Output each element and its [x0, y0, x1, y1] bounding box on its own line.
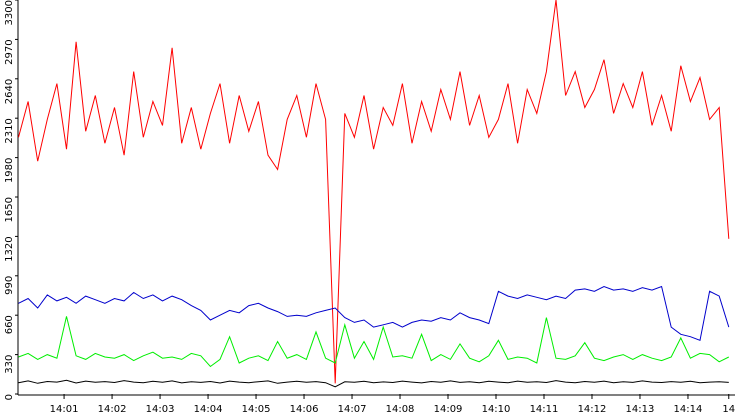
- x-tick-label: 14:06: [290, 404, 319, 415]
- y-tick-label: 1980: [4, 158, 15, 183]
- y-tick-label: 1650: [4, 197, 15, 222]
- y-tick-label: 330: [4, 355, 15, 374]
- x-tick-label: 14:03: [146, 404, 175, 415]
- x-tick-label: 14:11: [530, 404, 559, 415]
- x-tick-label: 14:12: [578, 404, 607, 415]
- x-tick-label: 14:08: [386, 404, 415, 415]
- x-tick-label: 14:01: [50, 404, 79, 415]
- x-tick-label: 14:02: [98, 404, 127, 415]
- x-tick-label: 14:14: [674, 404, 703, 415]
- x-tick-label: 14:10: [482, 404, 511, 415]
- y-tick-label: 2640: [4, 79, 15, 104]
- x-tick-label: 14:07: [338, 404, 367, 415]
- y-tick-label: 660: [4, 315, 15, 334]
- y-tick-label: 1320: [4, 236, 15, 261]
- y-tick-label: 2970: [4, 39, 15, 64]
- y-tick-label: 3300: [4, 0, 15, 25]
- x-tick-label: 14:13: [626, 404, 655, 415]
- series-line: [18, 0, 730, 384]
- x-tick-label: 14:09: [434, 404, 463, 415]
- series-line: [18, 285, 730, 341]
- series-line: [18, 316, 730, 368]
- y-tick-label: 2310: [4, 118, 15, 143]
- x-tick-label: 14:04: [194, 404, 223, 415]
- y-tick-label: 990: [4, 276, 15, 295]
- y-tick-label: 0: [4, 394, 15, 400]
- x-tick-label: 14:05: [242, 404, 271, 415]
- series-line: [18, 379, 729, 388]
- x-tick-label: 14: [722, 404, 735, 415]
